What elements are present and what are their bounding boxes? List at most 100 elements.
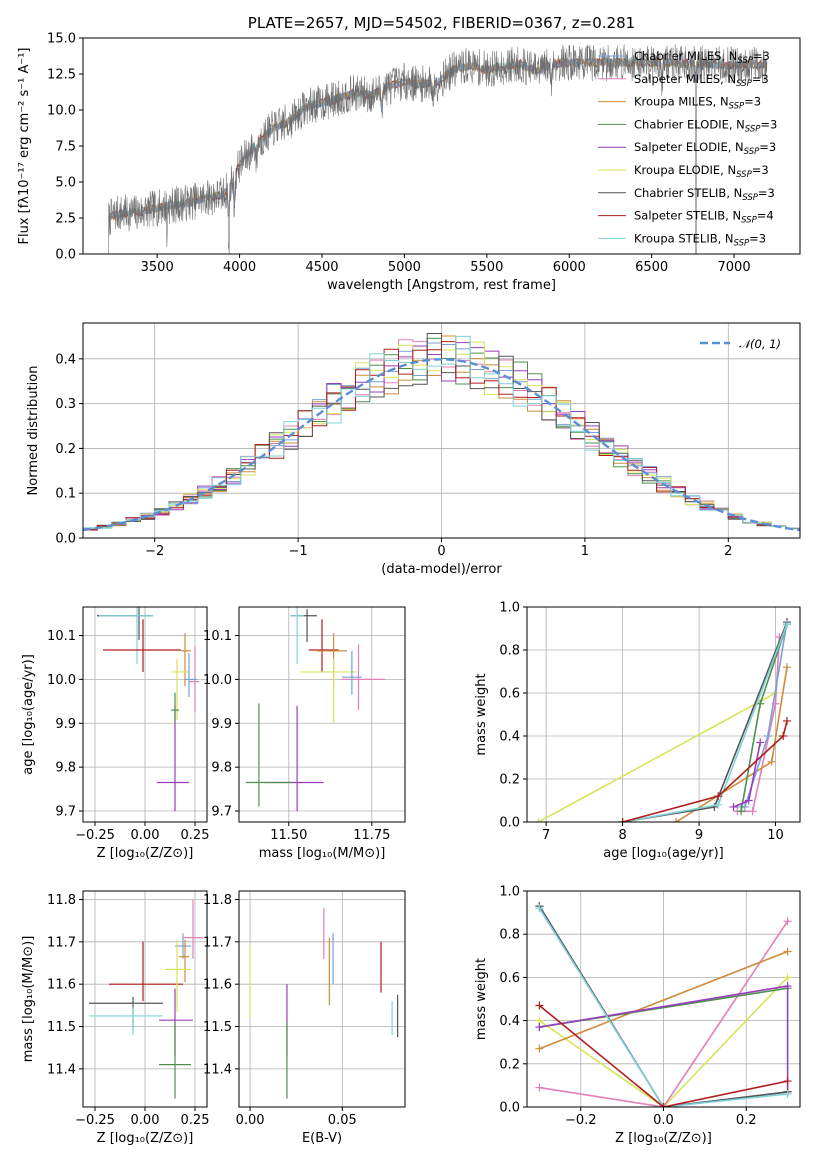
- x-tick-label: 0.2: [736, 1113, 757, 1128]
- weight-point-marker: [756, 699, 765, 708]
- legend-tail: =3: [749, 231, 766, 245]
- spectrum-panel: 3500 4000 4500 5000 5500 6000 6500 7000 0.0 2.5 5.…: [17, 14, 801, 293]
- age_vs_Z-panel: −0.25 0.00 0.25 9.7 9.8 9.9 10.0 10.1 Z [log₁₀(Z…: [21, 606, 209, 861]
- legend-label: Salpeter MILES, N: [634, 72, 736, 86]
- y-tick-label: 0.8: [499, 644, 520, 659]
- weight-series-line: [538, 976, 789, 1107]
- y-tick-label: 1.0: [499, 601, 520, 616]
- y-tick-label: 0.4: [499, 1014, 520, 1029]
- plot-area: [83, 607, 207, 822]
- legend-label: Chabrier MILES, N: [634, 49, 737, 63]
- weight-series-line: [675, 667, 788, 822]
- weight-point-marker: [767, 757, 776, 766]
- weight-point-marker: [535, 1083, 544, 1092]
- weight-series-line: [539, 950, 788, 1050]
- axes-frame: [526, 606, 801, 823]
- y-tick-label: 1.0: [499, 885, 520, 900]
- y-tick-label: 0.0: [55, 248, 76, 263]
- y-tick-label: 9.9: [55, 717, 76, 732]
- x-tick-label: 4000: [223, 260, 256, 275]
- y-tick-label: 11.7: [203, 935, 232, 950]
- weight-point-marker: [783, 663, 791, 672]
- x-tick-label: −2: [145, 544, 164, 559]
- y-tick-label: 0.6: [499, 687, 520, 702]
- weight-point-marker: [710, 802, 719, 811]
- weight-point-marker: [535, 904, 544, 913]
- x-tick-label: 8: [618, 828, 626, 843]
- legend-entry: Chabrier MILES, NSSP=3: [634, 49, 770, 66]
- y-tick-label: 15.0: [47, 32, 76, 47]
- legend-subscript: SSP: [744, 147, 760, 157]
- y-tick-label: 9.8: [55, 761, 76, 776]
- y-tick-label: 0.0: [55, 532, 76, 547]
- weight-point-marker: [534, 818, 543, 822]
- weight-series-line: [538, 1004, 788, 1107]
- y-tick-label: 0.0: [499, 1101, 520, 1116]
- x-tick-label: 6500: [635, 260, 668, 275]
- y-tick-label: 11.4: [203, 1062, 232, 1077]
- weight-point-marker: [783, 716, 791, 725]
- x-tick-label: 10: [767, 828, 784, 843]
- x-tick-label: 11.50: [270, 828, 307, 843]
- legend-label: Kroupa ELODIE, N: [634, 163, 736, 177]
- x-axis-label: Z [log₁₀(Z/Z⊙)]: [97, 1131, 194, 1146]
- y-tick-label: 11.6: [47, 978, 76, 993]
- weight-point-marker: [729, 802, 738, 811]
- y-tick-label: 7.5: [55, 140, 76, 155]
- y-axis-label: mass weight: [474, 958, 489, 1040]
- x-tick-label: 4500: [305, 260, 338, 275]
- legend-tail: =3: [752, 72, 769, 86]
- y-tick-label: 0.2: [499, 773, 520, 788]
- x-tick-label: 5500: [470, 260, 503, 275]
- x-axis-label: mass [log₁₀(M/M⊙)]: [259, 846, 386, 861]
- legend-tail: =3: [760, 117, 777, 131]
- y-axis-label: Flux [fλ10⁻¹⁷ erg cm⁻² s⁻¹ A⁻¹]: [17, 48, 32, 245]
- legend-subscript: SSP: [736, 170, 752, 180]
- legend-label: Kroupa MILES, N: [634, 95, 729, 109]
- weight-point-marker: [535, 1023, 544, 1032]
- y-tick-label: 10.0: [47, 104, 76, 119]
- legend-tail: =4: [757, 209, 774, 223]
- legend-subscript: SSP: [741, 216, 757, 226]
- weight-point-marker: [783, 973, 792, 982]
- y-tick-label: 0.6: [499, 971, 520, 986]
- legend-entry: Kroupa STELIB, NSSP=3: [634, 231, 766, 248]
- y-tick-label: 11.7: [47, 935, 76, 950]
- plot-area: [239, 891, 405, 1107]
- weight-series-line: [622, 720, 788, 822]
- weight-series-line: [740, 623, 788, 812]
- weight-point-marker: [779, 732, 788, 740]
- x-tick-label: 9: [695, 828, 703, 843]
- x-tick-label: 0: [437, 544, 445, 559]
- x-tick-label: 11.75: [353, 828, 390, 843]
- plot-area: [527, 607, 800, 822]
- weight-point-marker: [535, 1001, 544, 1010]
- x-axis-label: (data-model)/error: [381, 562, 502, 577]
- plot-area: [239, 607, 405, 822]
- observed-spectrum-line: [107, 44, 768, 254]
- y-tick-label: 2.5: [55, 212, 76, 227]
- y-tick-label: 11.4: [47, 1062, 76, 1077]
- normal-distribution-curve: [83, 358, 800, 532]
- legend-entry: Salpeter ELODIE, NSSP=3: [634, 140, 776, 157]
- y-tick-label: 9.7: [211, 805, 232, 820]
- plot-area: [107, 44, 768, 254]
- x-tick-label: 0.00: [131, 1113, 160, 1128]
- x-axis-label: E(B-V): [302, 1131, 342, 1146]
- legend-tail: =3: [758, 186, 775, 200]
- weight-point-marker: [737, 807, 746, 816]
- weight_vs_Z-panel: −0.2 0.0 0.2 0.0 0.2 0.4 0.6 0.8 1.0 Z [log₁₀(Z/Z…: [474, 885, 801, 1146]
- weight-point-marker: [672, 818, 681, 822]
- x-tick-label: 0.05: [328, 1113, 357, 1128]
- x-tick-label: 0.0: [653, 1113, 674, 1128]
- x-tick-label: −0.25: [75, 1113, 115, 1128]
- y-axis-label: age [log₁₀(age/yr)]: [21, 654, 36, 775]
- x-axis-label: Z [log₁₀(Z/Z⊙)]: [97, 846, 194, 861]
- x-tick-label: 2: [724, 544, 732, 559]
- y-tick-label: 0.0: [499, 816, 520, 831]
- legend-tail: =3: [744, 95, 761, 109]
- y-tick-label: 5.0: [55, 176, 76, 191]
- mass_vs_Z-panel: −0.25 0.00 0.25 11.4 11.5 11.6 11.7 11.8 Z [log₁…: [21, 890, 209, 1146]
- y-tick-label: 0.8: [499, 928, 520, 943]
- legend-subscript: SSP: [729, 102, 745, 112]
